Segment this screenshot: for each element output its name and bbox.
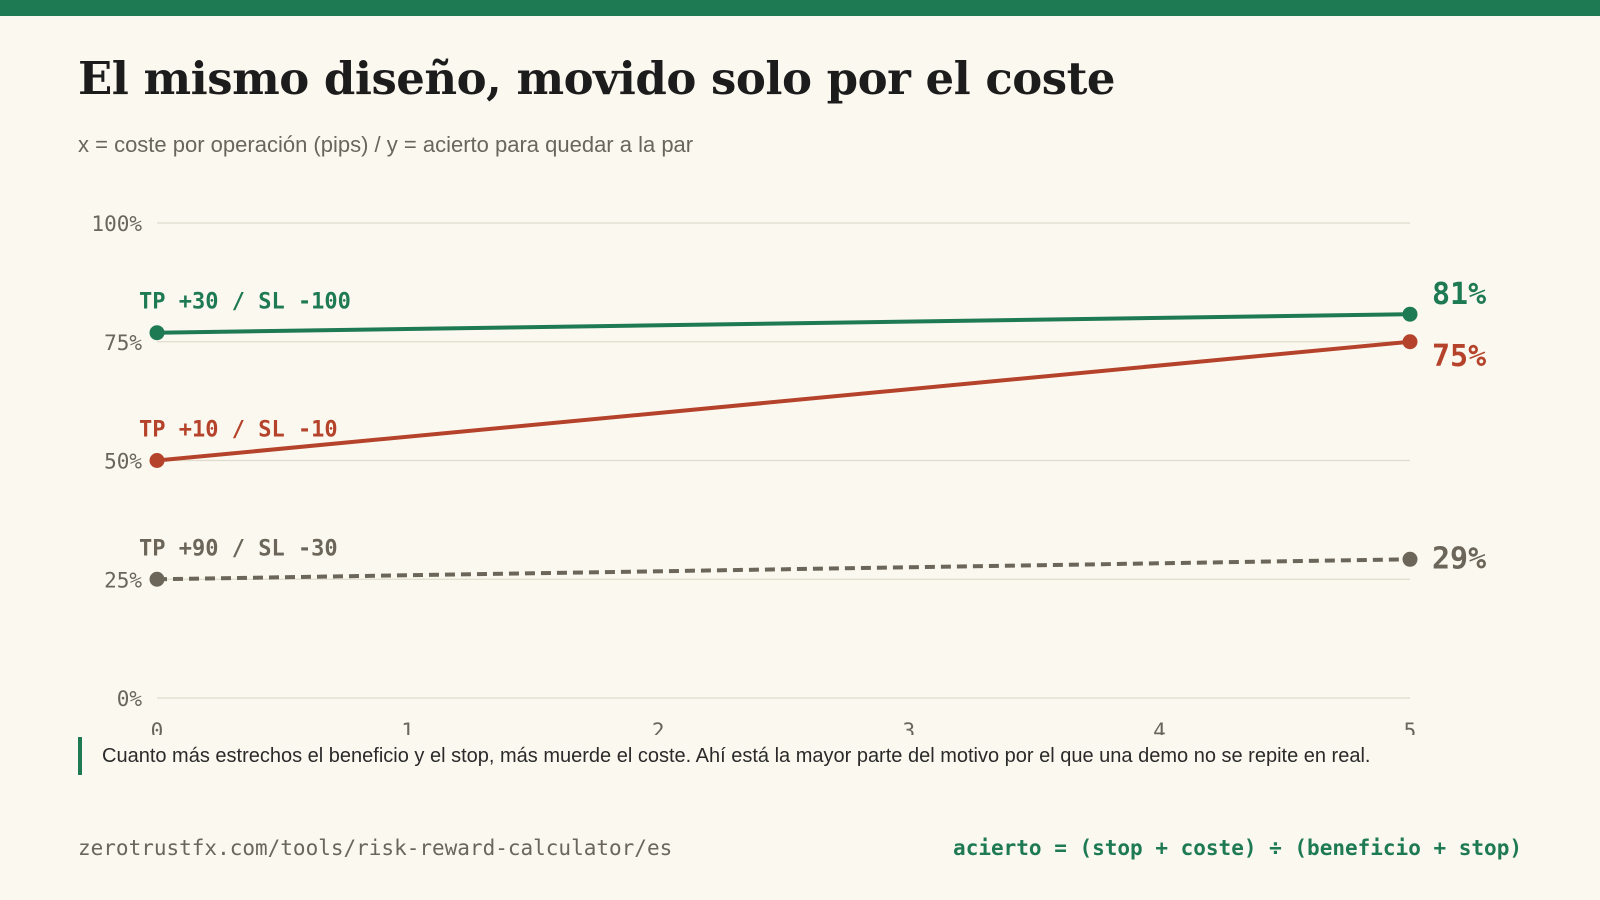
series-label: TP +10 / SL -10 (139, 418, 338, 443)
x-tick-label: 3 (902, 719, 915, 735)
footer-url: zerotrustfx.com/tools/risk-reward-calcul… (78, 836, 673, 860)
x-tick-label: 1 (401, 719, 414, 735)
data-point (1402, 306, 1418, 322)
x-tick-label: 5 (1404, 719, 1417, 735)
y-tick-label: 0% (117, 687, 143, 711)
data-point (149, 571, 165, 587)
x-tick-label: 2 (652, 719, 665, 735)
top-accent-bar (0, 0, 1600, 16)
chart-title: El mismo diseño, movido solo por el cost… (78, 52, 1116, 105)
line-chart: 0% 25% 50% 75% 100% 0 1 2 3 4 5 TP +30 / SL -100 81%… (91, 212, 1486, 735)
y-tick-label: 50% (104, 450, 142, 474)
series-label: TP +30 / SL -100 (139, 290, 351, 315)
data-point (1402, 551, 1418, 567)
y-tick-label: 75% (104, 331, 142, 355)
footer-formula: acierto = (stop + coste) ÷ (beneficio + … (953, 836, 1522, 860)
data-point (149, 453, 165, 468)
note-callout: Cuanto más estrechos el beneficio y el s… (78, 737, 1522, 775)
data-point (1402, 334, 1418, 350)
y-tick-label: 100% (91, 212, 142, 236)
x-tick-label: 4 (1153, 719, 1166, 735)
series-line (156, 312, 1411, 335)
chart-subtitle: x = coste por operación (pips) / y = aci… (78, 132, 694, 157)
y-tick-label: 25% (104, 568, 142, 592)
data-point (149, 325, 165, 341)
end-value-label: 81% (1432, 277, 1486, 312)
x-tick-label: 0 (151, 719, 164, 735)
series-line (156, 339, 1411, 463)
series-line (156, 557, 1411, 582)
end-value-label: 29% (1432, 541, 1486, 576)
series-label: TP +90 / SL -30 (139, 536, 338, 561)
end-value-label: 75% (1432, 339, 1486, 374)
